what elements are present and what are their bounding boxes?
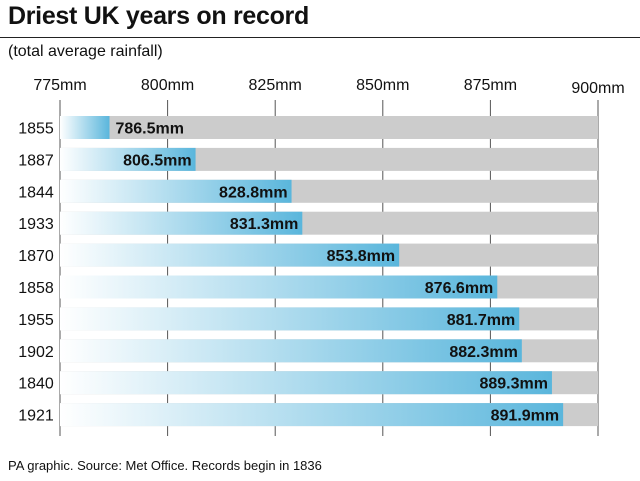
bar <box>60 275 498 299</box>
data-label: 891.9mm <box>491 408 560 425</box>
category-label: 1870 <box>18 248 54 265</box>
bar <box>60 147 196 171</box>
chart-title: Driest UK years on record <box>8 2 309 30</box>
x-tick-label: 800mm <box>141 77 194 94</box>
data-label: 828.8mm <box>219 184 288 201</box>
data-label: 853.8mm <box>327 248 396 265</box>
bar <box>60 116 110 139</box>
category-label: 1840 <box>18 376 54 393</box>
category-label: 1902 <box>18 344 54 361</box>
data-label: 786.5mm <box>115 121 184 138</box>
data-label: 806.5mm <box>123 152 192 169</box>
bar <box>60 339 522 363</box>
data-label: 831.3mm <box>230 216 299 233</box>
x-tick-label: 875mm <box>464 77 517 94</box>
bar-track <box>60 116 598 139</box>
title-divider <box>0 37 640 38</box>
source-note: PA graphic. Source: Met Office. Records … <box>8 458 322 473</box>
category-label: 1858 <box>18 280 54 297</box>
bar <box>60 179 292 203</box>
bar <box>60 371 552 395</box>
x-tick-label: 900mm <box>571 80 624 97</box>
bar <box>60 307 520 331</box>
data-label: 881.7mm <box>447 312 516 329</box>
data-label: 876.6mm <box>425 280 494 297</box>
category-label: 1855 <box>18 121 54 138</box>
x-tick-label: 850mm <box>356 77 409 94</box>
bar <box>60 403 564 427</box>
bar <box>60 211 303 235</box>
data-label: 882.3mm <box>449 344 518 361</box>
data-label: 889.3mm <box>479 376 548 393</box>
category-label: 1955 <box>18 312 54 329</box>
category-label: 1887 <box>18 152 54 169</box>
category-label: 1844 <box>18 184 54 201</box>
bar <box>60 243 400 267</box>
category-label: 1933 <box>18 216 54 233</box>
chart-subtitle: (total average rainfall) <box>8 43 163 60</box>
category-label: 1921 <box>18 408 54 425</box>
labels: 775mm 800mm 825mm 850mm 875mm 900mm 1855 786.5m… <box>18 77 624 425</box>
x-tick-label: 775mm <box>33 77 86 94</box>
x-tick-label: 825mm <box>249 77 302 94</box>
bars <box>60 116 564 427</box>
